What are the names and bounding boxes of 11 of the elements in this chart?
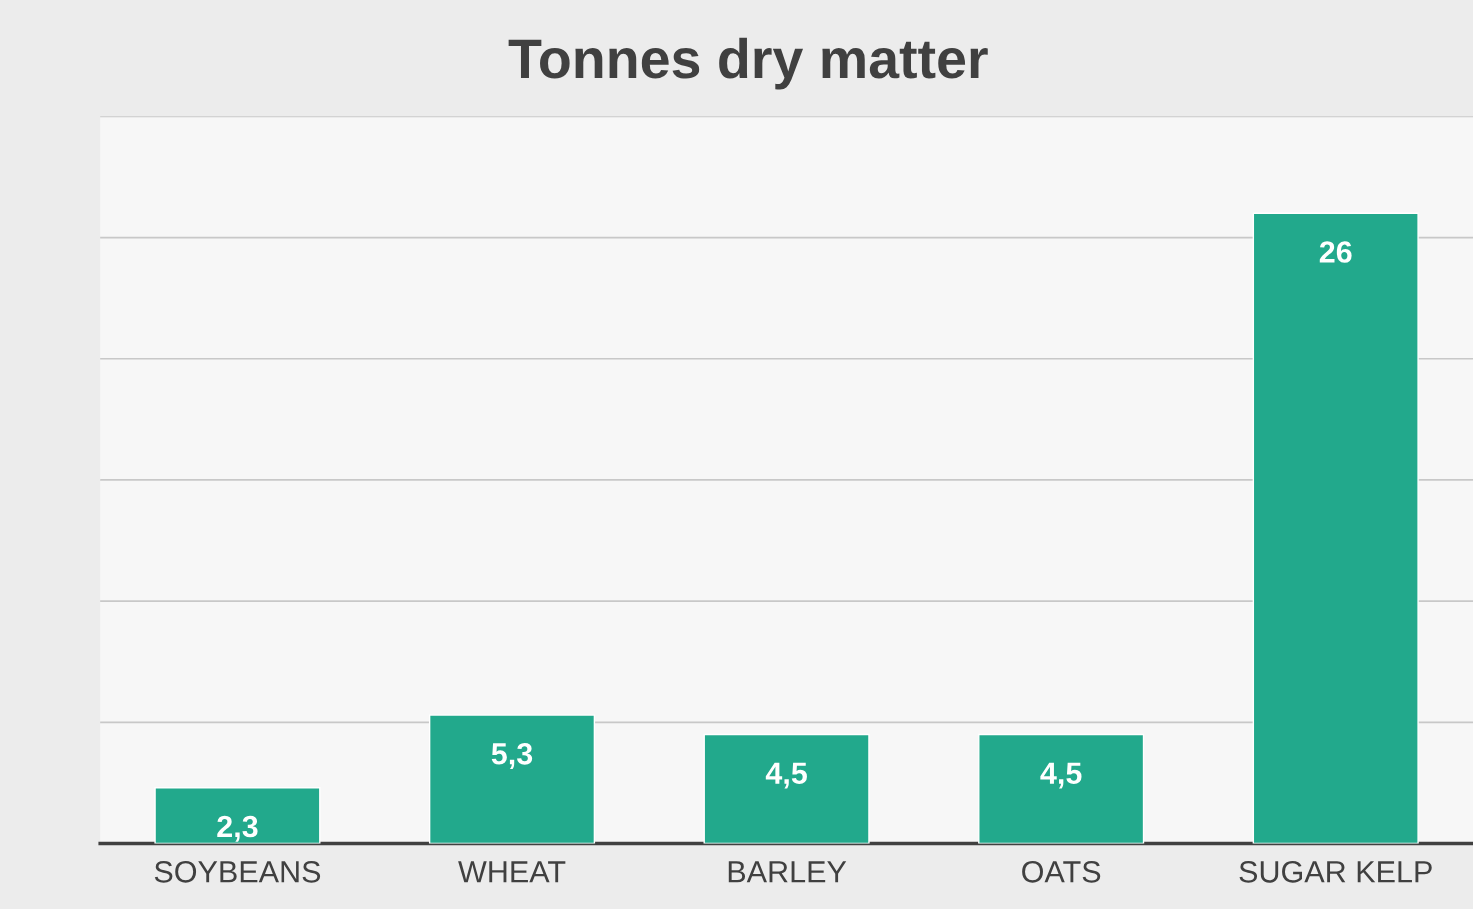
- data-label: 4,5: [1040, 762, 1082, 789]
- x-tick-label: WHEAT: [458, 861, 566, 883]
- chart-title: Tonnes dry matter: [508, 37, 988, 90]
- data-label: 26: [1319, 241, 1352, 263]
- x-tick-label: SUGAR KELP: [1239, 861, 1432, 883]
- x-tick-label: BARLEY: [728, 861, 847, 883]
- data-label: 5,3: [491, 742, 533, 770]
- data-label: 2,3: [217, 815, 258, 842]
- x-tick-label: SOYBEANS: [154, 861, 321, 883]
- x-tick-label: OATS: [1022, 861, 1101, 883]
- data-label: 4,5: [765, 762, 807, 789]
